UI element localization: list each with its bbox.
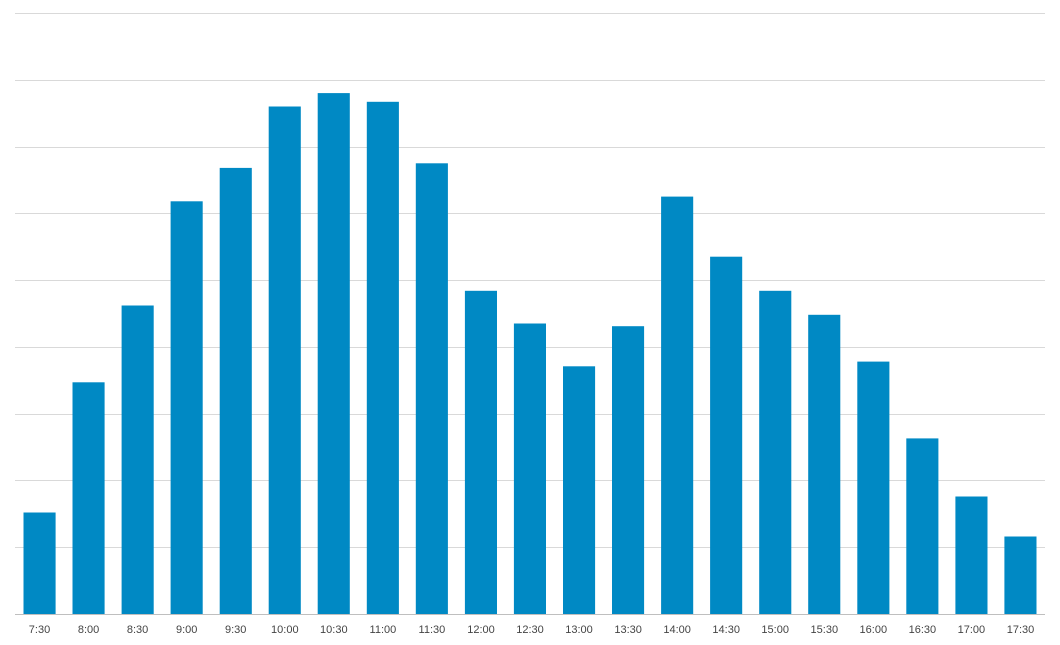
bar bbox=[464, 290, 497, 614]
bar bbox=[661, 196, 694, 614]
bar bbox=[563, 366, 596, 614]
x-tick-label: 7:30 bbox=[29, 624, 50, 636]
x-tick-label: 14:00 bbox=[663, 624, 691, 636]
x-tick-label: 9:30 bbox=[225, 624, 246, 636]
bar bbox=[23, 512, 56, 614]
x-tick-label: 9:00 bbox=[176, 624, 197, 636]
bar bbox=[121, 305, 154, 614]
bar bbox=[906, 438, 939, 614]
x-tick-label: 16:30 bbox=[909, 624, 937, 636]
bar bbox=[219, 167, 252, 614]
x-tick-label: 11:00 bbox=[370, 624, 397, 636]
x-tick-label: 13:00 bbox=[565, 624, 593, 636]
bar bbox=[955, 496, 988, 614]
bar bbox=[366, 101, 399, 615]
x-tick-labels: 7:30 8:00 8:30 9:00 9:30 10:00 10:30 11:00 11:30… bbox=[29, 624, 1034, 636]
bar bbox=[513, 323, 546, 614]
x-tick-label: 13:30 bbox=[614, 624, 642, 636]
bar bbox=[1004, 536, 1037, 614]
x-tick-label: 15:30 bbox=[811, 624, 839, 636]
x-tick-label: 12:30 bbox=[516, 624, 544, 636]
x-tick-label: 8:30 bbox=[127, 624, 148, 636]
bar bbox=[857, 361, 890, 614]
x-tick-label: 16:00 bbox=[860, 624, 888, 636]
x-tick-label: 14:30 bbox=[712, 624, 740, 636]
x-tick-label: 8:00 bbox=[78, 624, 99, 636]
x-tick-label: 11:30 bbox=[419, 624, 446, 636]
x-tick-label: 12:00 bbox=[467, 624, 495, 636]
bar bbox=[808, 314, 841, 614]
x-tick-label: 15:00 bbox=[761, 624, 789, 636]
bar bbox=[170, 201, 203, 615]
bar bbox=[268, 106, 301, 614]
x-tick-label: 10:00 bbox=[271, 624, 299, 636]
bar bbox=[415, 163, 448, 615]
bars bbox=[23, 93, 1037, 615]
bar bbox=[710, 256, 743, 614]
x-tick-label: 17:00 bbox=[958, 624, 986, 636]
x-tick-label: 17:30 bbox=[1007, 624, 1035, 636]
bar bbox=[759, 290, 792, 614]
bar bbox=[317, 93, 350, 615]
bar bbox=[72, 382, 105, 614]
x-tick-label: 10:30 bbox=[320, 624, 348, 636]
bar bbox=[612, 326, 645, 614]
